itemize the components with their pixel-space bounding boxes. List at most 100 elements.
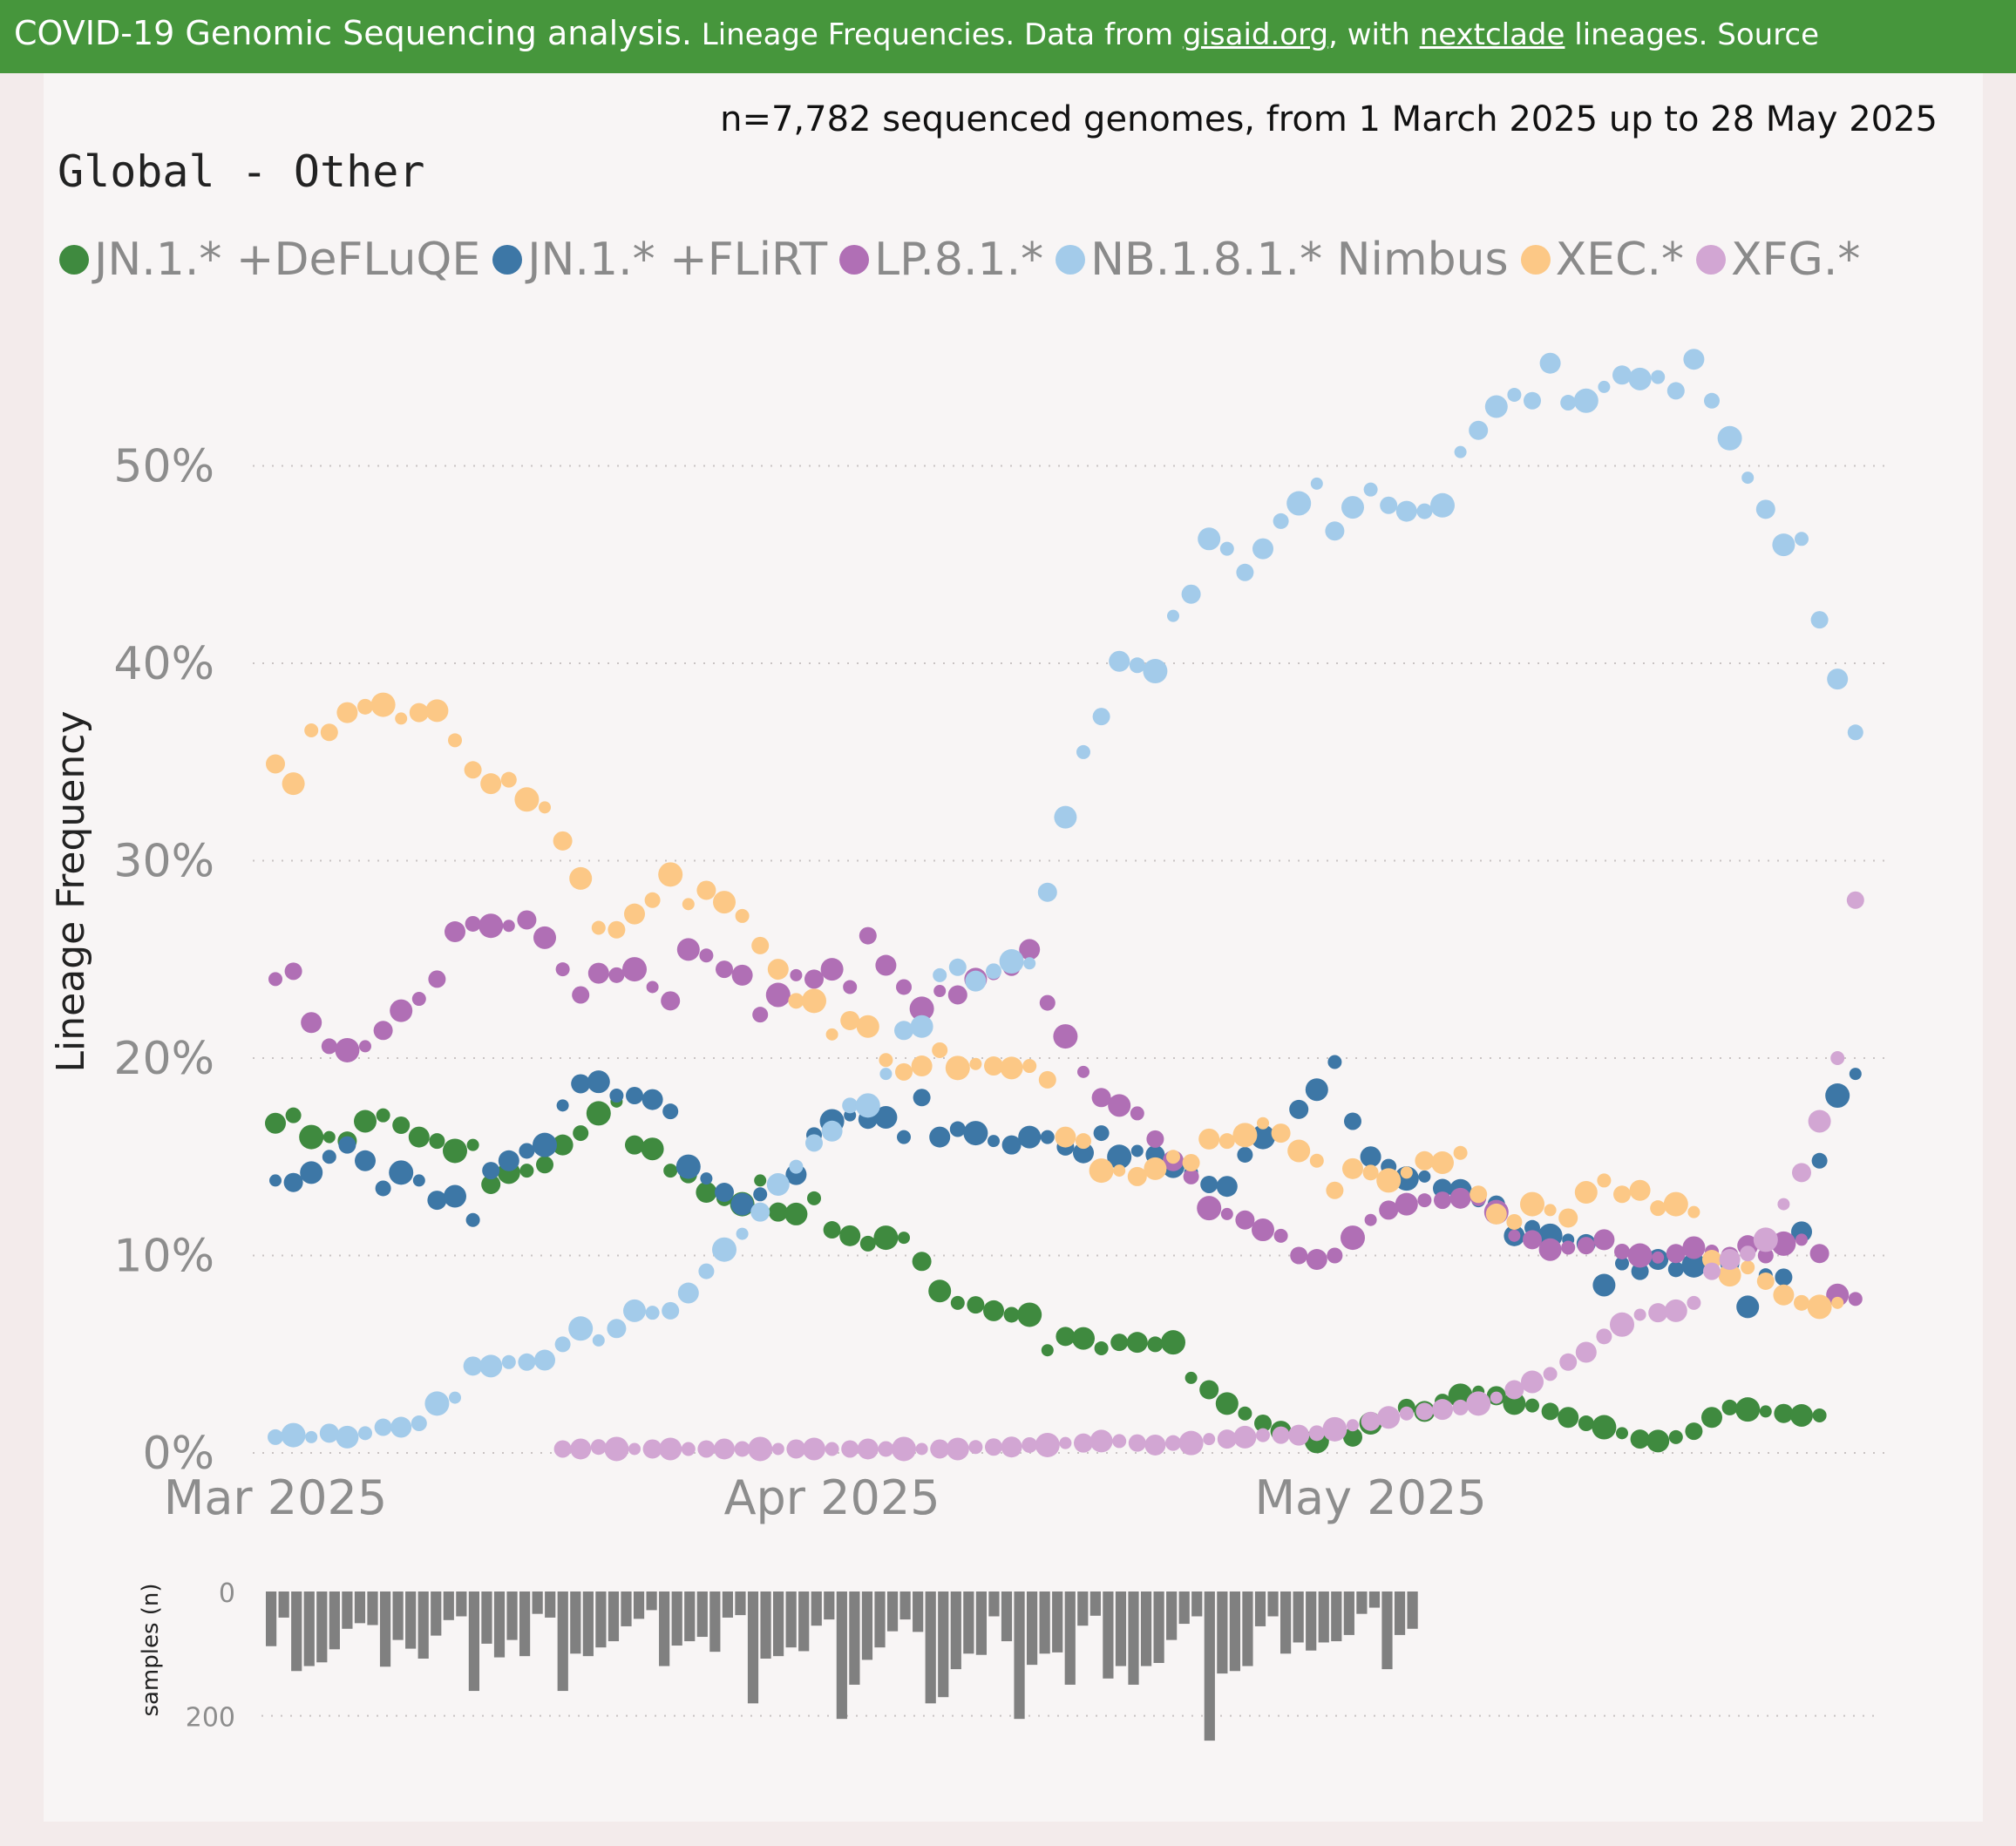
legend-item[interactable]: JN.1.* +FLiRT bbox=[492, 234, 827, 286]
data-point bbox=[1040, 1130, 1055, 1144]
data-point bbox=[878, 1441, 894, 1457]
samples-bar bbox=[1178, 1591, 1190, 1625]
data-point bbox=[1018, 1125, 1042, 1149]
samples-bar bbox=[899, 1591, 911, 1620]
data-point bbox=[536, 1156, 553, 1174]
samples-tick-label: 0 bbox=[219, 1578, 235, 1609]
data-point bbox=[320, 723, 338, 742]
data-point bbox=[1147, 1336, 1164, 1353]
data-point bbox=[1342, 1157, 1363, 1179]
samples-bar bbox=[1394, 1591, 1406, 1635]
data-point bbox=[768, 1202, 788, 1222]
data-point bbox=[554, 1336, 571, 1353]
samples-bar bbox=[1217, 1591, 1228, 1674]
data-point bbox=[429, 1133, 445, 1150]
data-point bbox=[840, 1010, 860, 1030]
data-point bbox=[533, 926, 556, 949]
samples-bar bbox=[1064, 1591, 1076, 1685]
data-point bbox=[784, 1202, 808, 1225]
legend-item[interactable]: XEC.* bbox=[1520, 234, 1684, 286]
data-point bbox=[626, 1087, 643, 1105]
data-point bbox=[712, 1237, 736, 1262]
data-point bbox=[933, 984, 947, 997]
data-point bbox=[1089, 1429, 1113, 1453]
data-point bbox=[269, 1174, 282, 1187]
data-point bbox=[354, 1110, 377, 1133]
data-point bbox=[1219, 541, 1234, 556]
data-point bbox=[1687, 1295, 1701, 1310]
legend-item[interactable]: XFG.* bbox=[1695, 234, 1860, 286]
data-point bbox=[282, 772, 305, 796]
data-point bbox=[553, 1440, 572, 1458]
samples-bar bbox=[621, 1591, 632, 1626]
data-point bbox=[321, 1038, 337, 1055]
nextclade-link[interactable]: nextclade bbox=[1419, 17, 1565, 52]
samples-bar bbox=[417, 1591, 429, 1659]
data-point bbox=[1651, 370, 1666, 384]
data-point bbox=[1039, 994, 1056, 1011]
data-point bbox=[736, 1227, 749, 1240]
series-group bbox=[266, 692, 1844, 1320]
legend-item[interactable]: NB.1.8.1.* Nimbus bbox=[1056, 234, 1509, 286]
samples-bar bbox=[1306, 1591, 1317, 1651]
samples-bar bbox=[886, 1591, 899, 1632]
data-point bbox=[1233, 1425, 1257, 1449]
data-point bbox=[427, 1191, 447, 1211]
data-point bbox=[1418, 1170, 1431, 1183]
data-point bbox=[1466, 1391, 1491, 1416]
y-tick-label: 20% bbox=[113, 1033, 214, 1085]
data-point bbox=[1273, 1228, 1288, 1243]
data-point bbox=[336, 702, 358, 723]
data-point bbox=[424, 1391, 450, 1416]
data-point bbox=[734, 1441, 750, 1457]
data-point bbox=[1327, 1055, 1342, 1069]
data-point bbox=[751, 936, 770, 954]
samples-bar bbox=[1014, 1591, 1025, 1720]
data-point bbox=[1290, 1246, 1308, 1265]
data-point bbox=[859, 926, 877, 945]
data-point bbox=[1181, 584, 1201, 604]
data-point bbox=[1825, 1083, 1850, 1109]
samples-bar bbox=[1001, 1591, 1013, 1642]
gisaid-link[interactable]: gisaid.org bbox=[1182, 17, 1329, 52]
samples-bar bbox=[1153, 1591, 1164, 1663]
samples-bar bbox=[1318, 1591, 1329, 1643]
samples-bar bbox=[582, 1591, 594, 1657]
samples-bar bbox=[1381, 1591, 1393, 1670]
data-point bbox=[285, 1107, 302, 1123]
data-point bbox=[1432, 1399, 1453, 1421]
data-point bbox=[428, 970, 446, 988]
data-point bbox=[283, 1172, 303, 1192]
data-point bbox=[552, 1134, 574, 1156]
data-point bbox=[1430, 492, 1455, 518]
data-point bbox=[1073, 1142, 1094, 1164]
data-point bbox=[928, 1279, 952, 1303]
data-point bbox=[1341, 496, 1364, 519]
legend-item[interactable]: LP.8.1.* bbox=[839, 234, 1043, 286]
data-point bbox=[389, 1160, 414, 1185]
data-point bbox=[1165, 1435, 1181, 1451]
samples-bar bbox=[1166, 1591, 1178, 1640]
series-group bbox=[265, 1095, 1827, 1454]
data-point bbox=[999, 949, 1024, 974]
data-point bbox=[587, 962, 609, 984]
samples-bar bbox=[557, 1591, 568, 1692]
data-point bbox=[950, 1295, 965, 1310]
samples-bar bbox=[1027, 1591, 1038, 1666]
data-point bbox=[1415, 1150, 1435, 1171]
data-point bbox=[675, 1154, 701, 1179]
data-point bbox=[1256, 1428, 1270, 1442]
chart-panel: n=7,782 sequenced genomes, from 1 March … bbox=[44, 73, 1983, 1822]
data-point bbox=[856, 1015, 879, 1038]
data-point bbox=[1616, 1427, 1628, 1440]
legend-item[interactable]: JN.1.* +DeFLuQE bbox=[59, 234, 480, 286]
data-point bbox=[1774, 1403, 1794, 1423]
data-point bbox=[765, 982, 791, 1008]
data-point bbox=[1178, 1430, 1204, 1456]
data-point bbox=[482, 1162, 500, 1180]
data-point bbox=[556, 1099, 569, 1112]
data-point bbox=[1288, 1424, 1310, 1446]
data-point bbox=[698, 1263, 715, 1279]
data-point bbox=[1056, 1327, 1076, 1347]
data-point bbox=[1484, 395, 1508, 418]
